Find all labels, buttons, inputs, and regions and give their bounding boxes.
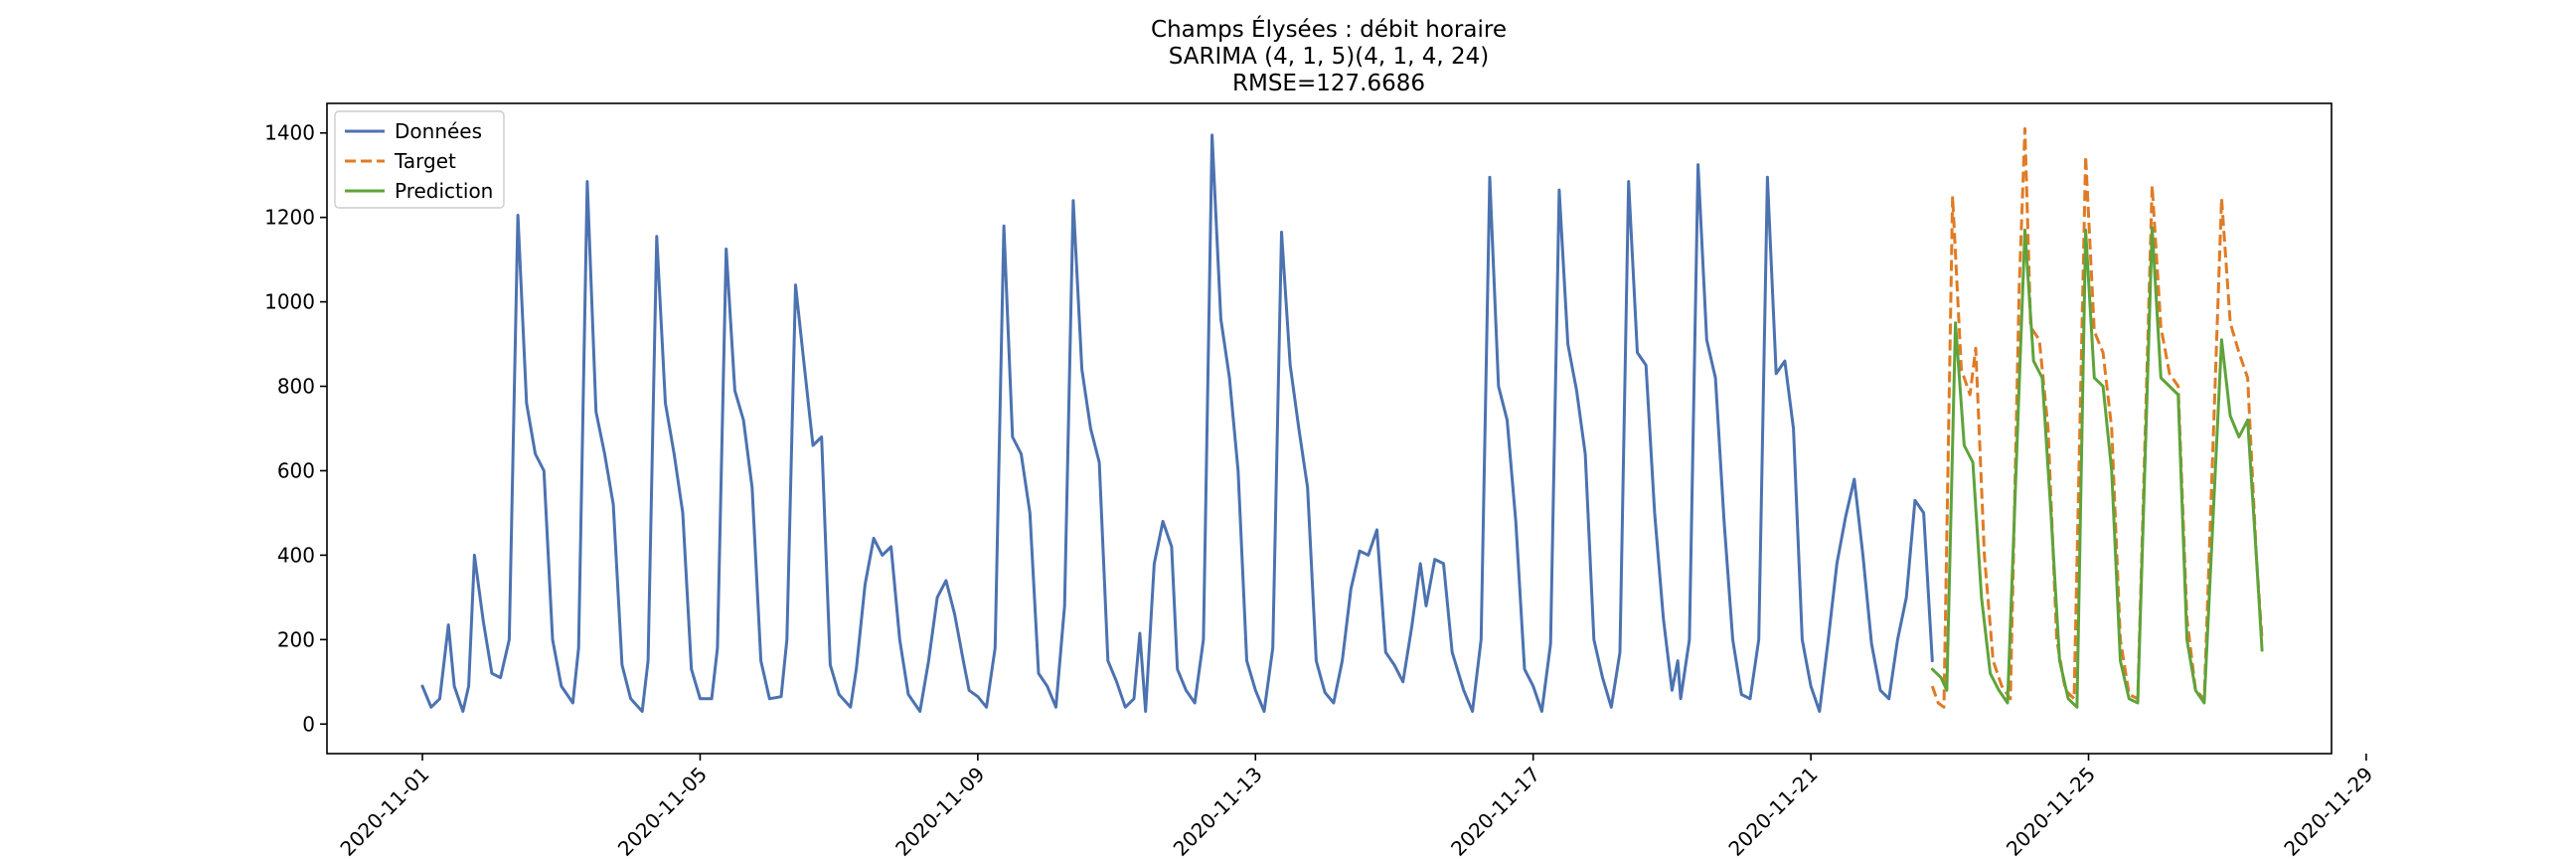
series-line-donn-es [420, 133, 1934, 713]
legend-box [334, 110, 505, 209]
series-line-prediction [1930, 226, 2264, 709]
y-tick-label: 1000 [264, 290, 315, 314]
plot-area [420, 127, 2264, 713]
x-tick-label: 2020-11-09 [890, 763, 989, 859]
y-tick-label: 800 [277, 375, 315, 399]
legend-label: Prediction [395, 179, 493, 203]
series-line-target [1930, 127, 2264, 709]
x-tick-label: 2020-11-25 [2002, 763, 2100, 859]
title-line: SARIMA (4, 1, 5)(4, 1, 4, 24) [1169, 44, 1489, 70]
y-tick-label: 1200 [264, 206, 315, 230]
legend-label: Données [395, 119, 482, 143]
legend-label: Target [394, 149, 456, 173]
title-line: RMSE=127.6686 [1232, 71, 1425, 96]
x-tick-label: 2020-11-05 [613, 763, 712, 859]
legend: Données Target Prediction [334, 110, 505, 209]
x-tick-label: 2020-11-13 [1169, 763, 1267, 859]
axes-frame [326, 102, 2333, 755]
title-line: Champs Élysées : débit horaire [1151, 15, 1507, 43]
x-tick-label: 2020-11-01 [335, 763, 433, 859]
y-tick-label: 600 [277, 458, 315, 482]
y-tick-label: 200 [277, 627, 315, 651]
y-tick-label: 0 [302, 712, 315, 736]
x-tick-label: 2020-11-21 [1723, 763, 1822, 859]
y-tick-label: 1400 [264, 121, 315, 145]
x-tick-label: 2020-11-17 [1446, 763, 1544, 859]
y-tick-label: 400 [277, 543, 315, 567]
x-tick-label: 2020-11-29 [2279, 763, 2377, 859]
